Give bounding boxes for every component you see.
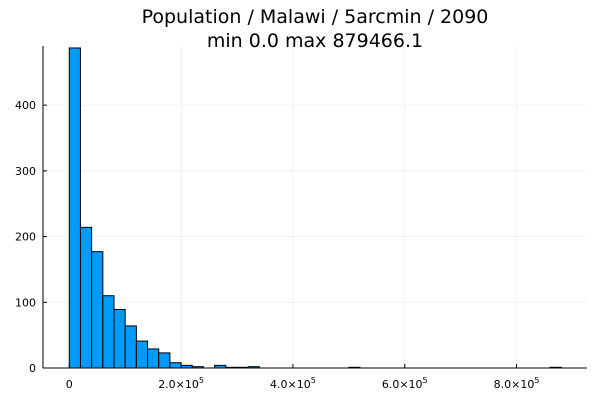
histogram-bar-9 (169, 362, 182, 369)
x-tick-label-2: 4.0×105 (270, 376, 316, 391)
chart-title-line-2: min 0.0 max 879466.1 (207, 30, 423, 52)
chart-title-line-1: Population / Malawi / 5arcmin / 2090 (142, 6, 489, 28)
y-tick-label-2: 200 (15, 231, 36, 244)
x-tick-label-4: 8.0×105 (494, 376, 540, 391)
y-tick-label-0: 0 (29, 362, 36, 375)
x-tick-label-3: 6.0×105 (382, 376, 428, 391)
histogram-bar-6 (135, 340, 149, 369)
y-tick-label-3: 300 (15, 165, 36, 178)
bars-layer (68, 47, 562, 369)
x-tick-label-0: 0 (66, 378, 73, 391)
y-tick-label-1: 100 (15, 296, 36, 309)
histogram-bar-8 (158, 352, 171, 369)
histogram-bar-5 (124, 325, 137, 369)
ticks-layer: 0 100 200 300 400 0 2.0×105 4.0×105 6.0×105 8.0×1… (15, 99, 539, 391)
histogram-bar-1 (79, 226, 93, 369)
histogram-bar-7 (147, 348, 160, 369)
axes-layer (42, 46, 587, 369)
histogram-bar-2 (91, 251, 104, 369)
histogram-bar-0 (68, 47, 81, 369)
histogram-bar-3 (102, 295, 115, 369)
histogram-bar-4 (113, 309, 126, 369)
x-tick-label-1: 2.0×105 (158, 376, 204, 391)
y-tick-label-4: 400 (15, 99, 36, 112)
